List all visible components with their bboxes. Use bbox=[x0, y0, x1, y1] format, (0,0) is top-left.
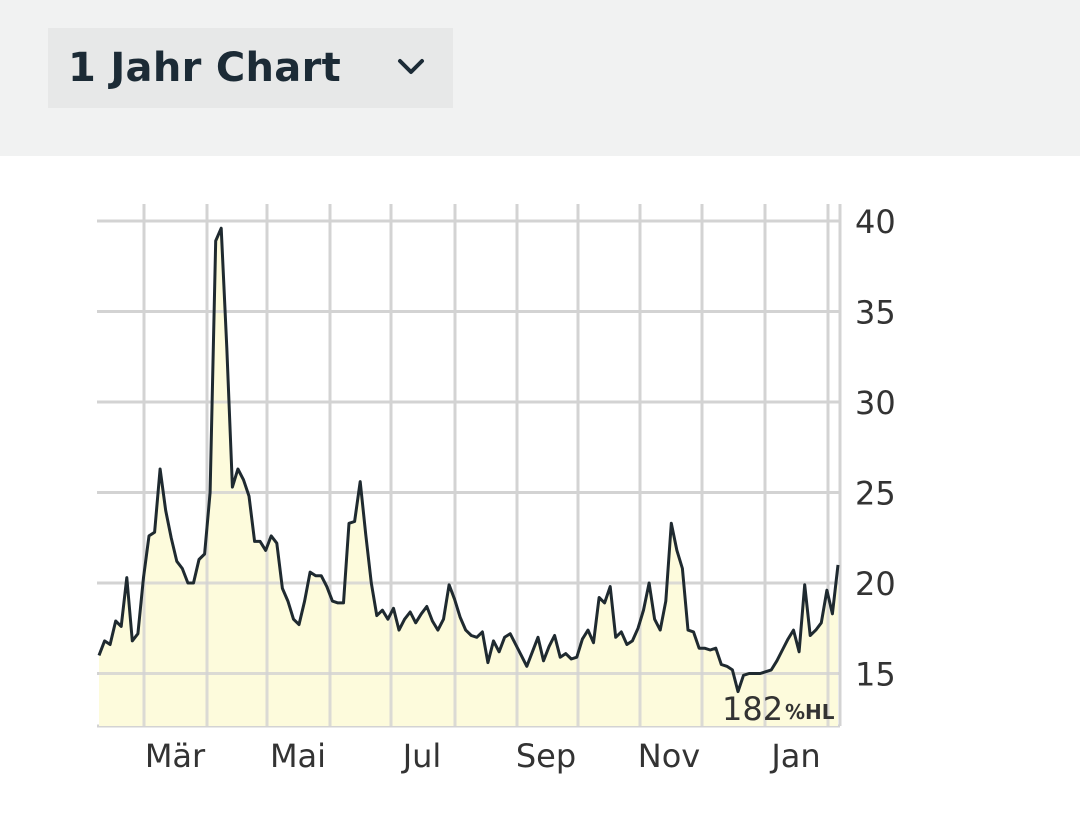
y-tick-label: 35 bbox=[855, 294, 896, 332]
x-tick-label: Mai bbox=[270, 737, 326, 775]
y-tick-label: 30 bbox=[855, 384, 896, 422]
series-area-fill bbox=[99, 228, 838, 726]
x-tick-label: Sep bbox=[516, 737, 576, 775]
chevron-down-icon bbox=[398, 59, 424, 74]
chart-period-dropdown[interactable]: 1 Jahr Chart bbox=[48, 28, 453, 108]
x-tick-label: Mär bbox=[145, 737, 206, 775]
series-line bbox=[97, 226, 840, 694]
x-tick-label: Jul bbox=[401, 737, 442, 775]
chart-period-label: 1 Jahr Chart bbox=[68, 45, 342, 91]
chart-watermark-unit: %HL bbox=[785, 700, 835, 724]
y-tick-label: 20 bbox=[855, 565, 896, 603]
x-tick-label: Nov bbox=[638, 737, 700, 775]
volatility-chart: 15 20 25 30 35 40 Mär Mai Jul Sep Nov Jan 182 %HL bbox=[97, 203, 896, 775]
chart-watermark-count: 182 bbox=[722, 690, 783, 728]
y-tick-label: 15 bbox=[855, 656, 896, 694]
x-axis: Mär Mai Jul Sep Nov Jan bbox=[145, 737, 821, 775]
chart-header-bar: 1 Jahr Chart bbox=[0, 0, 1080, 156]
y-axis: 15 20 25 30 35 40 bbox=[855, 203, 896, 694]
chart-area-group bbox=[97, 204, 840, 726]
x-tick-label: Jan bbox=[769, 737, 820, 775]
y-tick-label: 40 bbox=[855, 203, 896, 241]
y-tick-label: 25 bbox=[855, 475, 896, 513]
